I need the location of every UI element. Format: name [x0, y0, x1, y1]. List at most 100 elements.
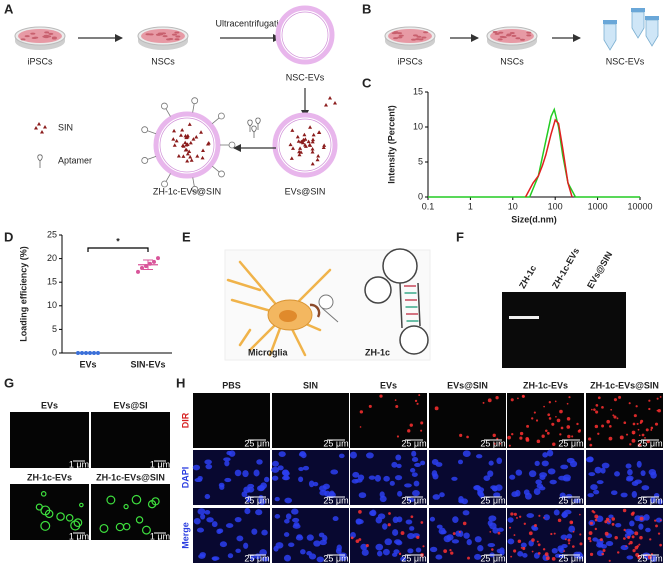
dir-signal — [567, 434, 571, 439]
x-tick-label: 10 — [508, 201, 518, 211]
scale-label: 25 μm — [244, 495, 269, 505]
tube-cap — [645, 16, 659, 20]
nucleus-signal — [355, 518, 362, 525]
nucleus-signal — [431, 458, 439, 466]
nucleus-signal — [487, 542, 496, 548]
nucleus-signal — [561, 511, 568, 519]
row-label: Merge — [180, 522, 190, 549]
y-tick-label: 0 — [52, 347, 57, 357]
scale-label: 25 μm — [637, 438, 662, 448]
dir-signal — [589, 443, 593, 447]
drug — [321, 145, 326, 149]
nucleus-signal — [332, 516, 339, 522]
nucleus-signal — [224, 477, 232, 483]
nucleus-signal — [492, 527, 499, 534]
dot — [156, 256, 160, 261]
dir-signal — [510, 512, 514, 516]
nucleus-signal — [206, 517, 214, 523]
nucleus-signal — [258, 494, 264, 502]
nucleus-signal — [592, 537, 599, 542]
strand — [399, 282, 421, 329]
dir-signal — [552, 442, 556, 446]
dir-signal — [638, 543, 641, 546]
nucleus-signal — [457, 459, 464, 465]
nucleus-signal — [638, 523, 644, 530]
label: Microglia — [248, 347, 289, 357]
dir-signal — [547, 413, 551, 417]
dir-signal — [613, 398, 617, 402]
vesicle-signal — [56, 512, 65, 521]
cell — [501, 36, 507, 39]
dir-signal — [625, 545, 628, 548]
dir-signal — [508, 444, 511, 447]
nucleus-signal — [535, 479, 542, 485]
nucleus-signal — [483, 475, 491, 481]
aptamer-stem — [147, 130, 157, 135]
dir-signal — [560, 426, 564, 430]
dir-signal — [588, 437, 592, 441]
nucleus-signal — [330, 469, 339, 475]
vesicle-signal — [106, 495, 116, 505]
label: PBS — [222, 380, 241, 390]
cell — [421, 36, 427, 39]
nucleus-signal — [553, 509, 560, 516]
drug — [40, 130, 44, 134]
process — [238, 328, 252, 347]
aptamer-mini — [321, 307, 339, 323]
vesicle — [275, 5, 335, 65]
drug — [183, 140, 188, 145]
nucleus-signal — [271, 466, 280, 473]
nucleus-signal — [292, 517, 300, 523]
aptamer-icon — [255, 117, 261, 130]
dir-signal — [542, 548, 546, 551]
nucleus-signal — [382, 548, 390, 556]
nucleus-signal — [568, 525, 576, 533]
dir-signal — [350, 536, 354, 540]
dir-signal — [605, 517, 610, 522]
nucleus-signal — [507, 517, 514, 523]
drug — [206, 140, 211, 145]
dir-signal — [458, 530, 461, 533]
dir-signal — [591, 408, 593, 411]
aptamer-loop — [228, 141, 236, 149]
nucleus-signal — [462, 510, 470, 516]
scale-label: 25 μm — [480, 495, 505, 505]
dir-signal — [595, 404, 599, 407]
cell — [174, 31, 180, 34]
nucleus-signal — [284, 518, 290, 524]
cell — [511, 34, 517, 37]
nucleus-signal — [226, 450, 232, 456]
nucleus-signal — [549, 479, 557, 485]
nucleus-signal — [636, 460, 642, 468]
y-axis-title: Loading efficiency (%) — [18, 246, 28, 342]
dir-signal — [591, 509, 595, 513]
nucleus-signal — [629, 520, 635, 527]
nucleus-signal — [407, 497, 416, 503]
cell — [30, 32, 36, 35]
dir-signal — [622, 508, 627, 513]
dir-signal — [513, 512, 517, 516]
scale-label: 25 μm — [637, 495, 662, 505]
cell — [411, 38, 417, 41]
cell — [44, 31, 50, 34]
error-bar — [143, 259, 153, 270]
drug — [191, 137, 196, 141]
nucleus-signal — [219, 484, 225, 490]
nucleus-signal — [413, 480, 420, 487]
nucleus-signal — [306, 551, 312, 556]
nucleus-signal — [291, 508, 299, 515]
label: NSC-EVs — [286, 72, 325, 82]
nucleus-signal — [312, 481, 319, 487]
dir-signal — [510, 398, 514, 402]
dir-signal — [499, 442, 502, 445]
nucleus-signal — [271, 475, 279, 481]
nucleus-signal — [496, 548, 502, 554]
dir-signal — [568, 542, 571, 545]
nucleus-signal — [242, 470, 249, 478]
nucleus-signal — [626, 555, 634, 560]
aptamer-loop — [141, 126, 149, 134]
nucleus-signal — [509, 474, 516, 480]
line — [428, 107, 640, 198]
scale-label: 25 μm — [244, 438, 269, 448]
dir-signal — [519, 436, 523, 440]
